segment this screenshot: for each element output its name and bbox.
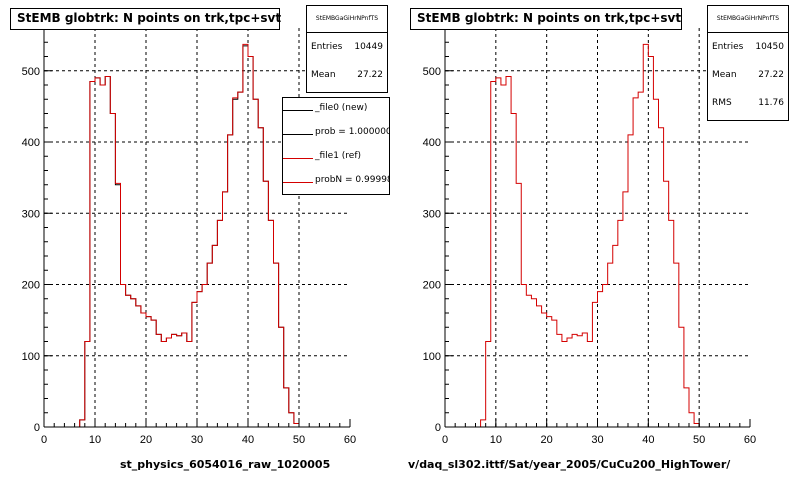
legend-label-new: _file0 (new) xyxy=(315,103,368,113)
x-tick-label: 10 xyxy=(490,434,502,446)
stats-value-entries: 10449 xyxy=(354,42,383,52)
x-tick-label: 40 xyxy=(242,434,254,446)
x-tick-label: 20 xyxy=(140,434,152,446)
chart-title-left: StEMB globtrk: N points on trk,tpc+svt xyxy=(10,8,281,30)
y-tick-label: 200 xyxy=(423,280,441,292)
stats-label-rms: RMS xyxy=(712,98,732,108)
y-tick-label: 300 xyxy=(423,208,441,220)
legend-swatch-ref xyxy=(283,158,313,159)
x-tick-label: 40 xyxy=(642,434,654,446)
y-tick-label: 500 xyxy=(22,66,40,78)
legend-swatch-probn xyxy=(283,182,313,183)
y-tick-label: 500 xyxy=(423,66,441,78)
y-tick-label: 0 xyxy=(435,422,441,434)
stats-label-entries: Entries xyxy=(712,42,744,52)
x-tick-label: 50 xyxy=(293,434,305,446)
stats-label-mean: Mean xyxy=(712,70,737,80)
legend-label-prob: prob = 1.000000 xyxy=(315,127,390,137)
stats-header: StEMBGaGiHrNPnfTS xyxy=(307,6,387,33)
legend-item-prob: prob = 1.000000 xyxy=(283,122,389,146)
stats-row-entries: Entries 10449 xyxy=(307,33,387,61)
legend-item-new: _file0 (new) xyxy=(283,98,389,122)
y-tick-label: 400 xyxy=(22,137,40,149)
y-tick-label: 400 xyxy=(423,137,441,149)
y-tick-label: 0 xyxy=(34,422,40,434)
x-tick-label: 60 xyxy=(744,434,756,446)
x-tick-label: 20 xyxy=(541,434,553,446)
legend-swatch-new xyxy=(283,110,313,111)
stats-value-mean: 27.22 xyxy=(357,70,383,80)
stats-header: StEMBGaGiHrNPnfTS xyxy=(708,6,788,33)
legend-item-probn: probN = 0.99998 xyxy=(283,170,389,194)
stats-row-mean: Mean 27.22 xyxy=(708,61,788,89)
stats-label-mean: Mean xyxy=(311,70,336,80)
x-tick-label: 50 xyxy=(693,434,705,446)
legend-label-ref: _file1 (ref) xyxy=(315,151,362,161)
stats-row-entries: Entries 10450 xyxy=(708,33,788,61)
chart-title-right: StEMB globtrk: N points on trk,tpc+svt xyxy=(410,8,682,30)
stats-label-entries: Entries xyxy=(311,42,343,52)
stats-value-entries: 10450 xyxy=(755,42,784,52)
legend-left: _file0 (new) prob = 1.000000 _file1 (ref… xyxy=(282,97,390,195)
legend-swatch-prob xyxy=(283,134,313,135)
x-axis-label-left: st_physics_6054016_raw_1020005 xyxy=(120,458,331,471)
histogram-panel-right: 0 10 20 30 40 50 60 0 100 200 300 400 500 xyxy=(423,27,756,446)
stats-row-rms: RMS 11.76 xyxy=(708,89,788,117)
stats-row-mean: Mean 27.22 xyxy=(307,61,387,89)
y-tick-label: 100 xyxy=(423,351,441,363)
y-tick-label: 200 xyxy=(22,280,40,292)
x-tick-label: 0 xyxy=(41,434,47,446)
stats-value-rms: 11.76 xyxy=(758,98,784,108)
x-tick-label: 10 xyxy=(89,434,101,446)
histogram-series--file1-ref- xyxy=(44,43,350,428)
x-tick-label: 30 xyxy=(191,434,203,446)
legend-label-probn: probN = 0.99998 xyxy=(315,175,390,185)
x-tick-label: 0 xyxy=(442,434,448,446)
x-tick-label: 60 xyxy=(344,434,356,446)
stats-value-mean: 27.22 xyxy=(758,70,784,80)
legend-item-ref: _file1 (ref) xyxy=(283,146,389,170)
y-tick-label: 300 xyxy=(22,208,40,220)
histogram-panel-left: 0 10 20 30 40 50 60 0 100 200 300 400 500 xyxy=(22,27,356,446)
x-axis-label-right: v/daq_sl302.ittf/Sat/year_2005/CuCu200_H… xyxy=(408,458,731,471)
stats-box-left: StEMBGaGiHrNPnfTS Entries 10449 Mean 27.… xyxy=(306,5,388,93)
stats-box-right: StEMBGaGiHrNPnfTS Entries 10450 Mean 27.… xyxy=(707,5,789,121)
x-tick-label: 30 xyxy=(591,434,603,446)
histogram-series-ref xyxy=(445,43,750,428)
y-tick-label: 100 xyxy=(22,351,40,363)
